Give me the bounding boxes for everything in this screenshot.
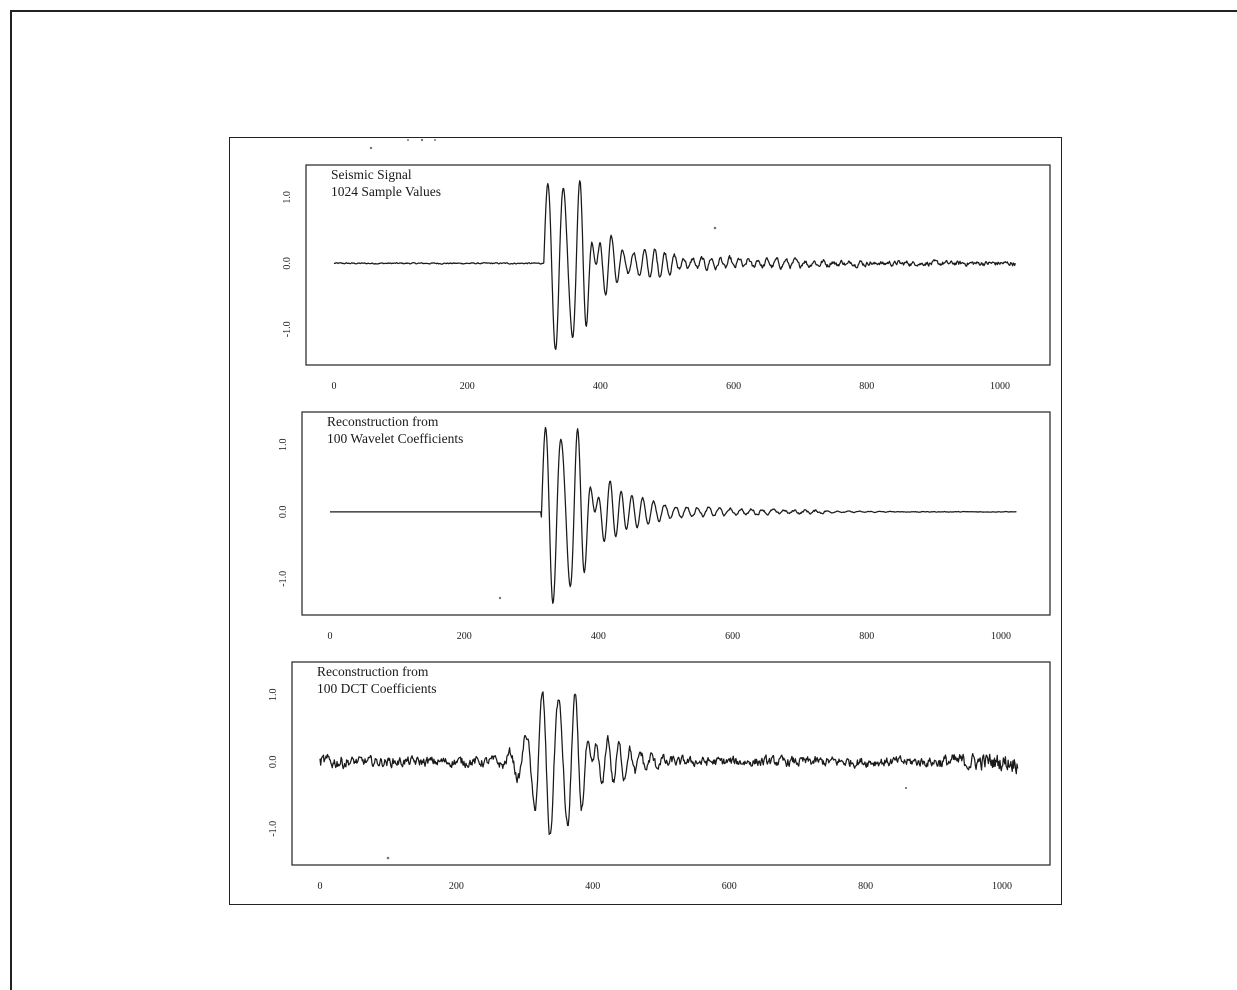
panel-1-x-tick-label-1000: 1000 — [990, 381, 1010, 392]
panel-2-signal-line — [330, 426, 1017, 604]
panel-2-frame — [301, 411, 1051, 616]
panel-3-x-tick-label-600: 600 — [722, 881, 737, 892]
figure-frame: Seismic Signal 1024 Sample Values 0 200 400 6… — [229, 137, 1062, 905]
panel-3-x-tick-label-1000: 1000 — [992, 881, 1012, 892]
scan-speck-7 — [386, 856, 390, 860]
figure-svg: Seismic Signal 1024 Sample Values 0 200 400 6… — [268, 138, 1051, 892]
scan-speck-8 — [904, 786, 908, 790]
panel-1-signal-line — [333, 180, 1016, 351]
panel-3-x-tick-label-800: 800 — [858, 881, 873, 892]
panel-1-y-tick-label-0.0: 0.0 — [282, 257, 293, 270]
panel-1-y-tick-label--1.0: -1.0 — [282, 321, 293, 337]
scan-speck-2 — [434, 139, 436, 141]
panel-1-x-tick-label-0: 0 — [332, 381, 337, 392]
scan-speck-1 — [420, 138, 424, 142]
panel-2-x-tick-label-400: 400 — [591, 631, 606, 642]
page-border — [10, 10, 1237, 990]
panel-1-title-line-2: 1024 Sample Values — [331, 184, 441, 199]
panel-2-x-tick-label-1000: 1000 — [991, 631, 1011, 642]
panel-1-x-tick-label-600: 600 — [726, 381, 741, 392]
panel-2-x-tick-label-600: 600 — [725, 631, 740, 642]
panel-3-y-tick-label-1.0: 1.0 — [268, 689, 279, 702]
panel-2-y-tick-label-1.0: 1.0 — [278, 439, 289, 452]
panel-2-x-tick-label-0: 0 — [328, 631, 333, 642]
panel-1-y-tick-label-1.0: 1.0 — [282, 191, 293, 204]
panel-3-title-line-1: Reconstruction from — [317, 664, 429, 679]
panel-3-x-tick-label-200: 200 — [449, 881, 464, 892]
panel-3-y-tick-label-0.0: 0.0 — [268, 756, 279, 769]
panel-1-x-tick-label-800: 800 — [859, 381, 874, 392]
panel-3-x-tick-label-400: 400 — [585, 881, 600, 892]
scan-speck-5 — [713, 226, 717, 230]
panel-2-y-tick-label--1.0: -1.0 — [278, 571, 289, 587]
panel-3-x-tick-label-0: 0 — [318, 881, 323, 892]
panel-3-signal-line — [319, 691, 1019, 835]
panel-2-x-tick-label-800: 800 — [859, 631, 874, 642]
panel-1-frame — [305, 164, 1051, 366]
panel-3-title-line-2: 100 DCT Coefficients — [317, 681, 437, 696]
panel-2-title-line-2: 100 Wavelet Coefficients — [327, 431, 463, 446]
scan-speck-4 — [369, 146, 373, 150]
scan-speck-3 — [407, 139, 409, 141]
scan-speck-6 — [498, 596, 502, 600]
panel-2-title-line-1: Reconstruction from — [327, 414, 439, 429]
panel-3-y-tick-label--1.0: -1.0 — [268, 821, 279, 837]
panel-2-x-tick-label-200: 200 — [457, 631, 472, 642]
panel-2-y-tick-label-0.0: 0.0 — [278, 506, 289, 519]
panel-1-title-line-1: Seismic Signal — [331, 167, 412, 182]
panel-3-frame — [291, 661, 1051, 866]
panel-1-x-tick-label-400: 400 — [593, 381, 608, 392]
panel-1-x-tick-label-200: 200 — [460, 381, 475, 392]
